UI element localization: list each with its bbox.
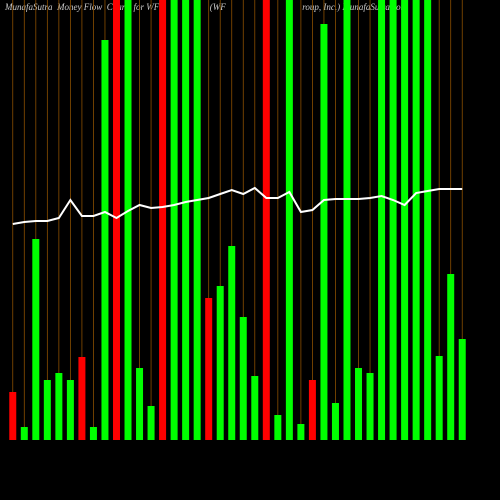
- bar: [251, 376, 259, 440]
- bar: [458, 339, 466, 440]
- bar: [89, 427, 97, 440]
- bar: [274, 415, 282, 440]
- bar: [112, 0, 120, 440]
- bar: [147, 406, 155, 440]
- bar: [412, 0, 420, 440]
- bar: [205, 298, 213, 440]
- bar: [78, 357, 86, 440]
- bar: [228, 246, 236, 440]
- bar: [182, 0, 190, 440]
- bar: [216, 286, 224, 440]
- bar: [32, 239, 40, 440]
- bar: [9, 392, 17, 440]
- bar: [124, 0, 132, 440]
- bar: [170, 0, 178, 440]
- bar: [193, 0, 201, 440]
- chart-title: MunafaSutra Money Flow Charts for WFF (W…: [4, 2, 408, 12]
- bar: [331, 403, 339, 440]
- bar: [308, 380, 316, 440]
- bar: [366, 373, 374, 440]
- bar: [66, 380, 74, 440]
- bar: [285, 0, 293, 440]
- bar: [343, 0, 351, 440]
- bar: [401, 0, 409, 440]
- bar: [378, 0, 386, 440]
- bar: [320, 24, 328, 440]
- line: [12, 186, 463, 225]
- bar: [159, 0, 167, 440]
- bar: [297, 424, 305, 440]
- bar: [43, 380, 51, 440]
- bar: [389, 0, 397, 440]
- bar: [262, 0, 270, 440]
- bar: [101, 40, 109, 440]
- bar: [136, 368, 144, 440]
- bar: [55, 373, 63, 440]
- bar: [447, 274, 455, 440]
- bar: [424, 0, 432, 440]
- bar: [355, 368, 363, 440]
- bar: [239, 317, 247, 440]
- bar: [435, 356, 443, 440]
- bar: [20, 427, 28, 440]
